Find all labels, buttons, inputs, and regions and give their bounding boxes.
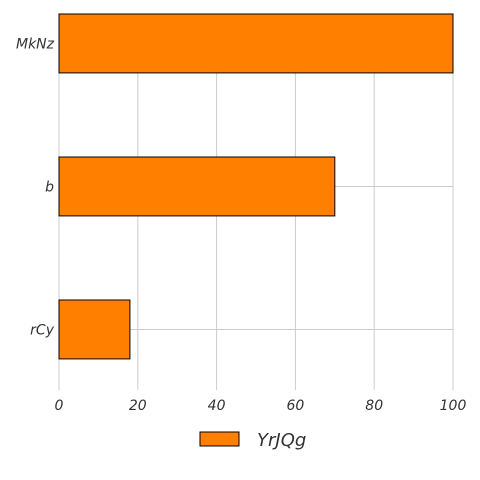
legend-swatch (199, 431, 240, 447)
x-tick-label: 40 (208, 398, 226, 414)
x-tick-labels: 0 20 40 60 80 100 (55, 398, 467, 414)
x-tick-label: 60 (286, 398, 304, 414)
y-tick-label: rCy (30, 322, 55, 338)
y-tick-label: b (45, 179, 54, 195)
bar-rCy (58, 299, 131, 360)
y-tick-label: MkNz (16, 36, 55, 52)
x-tick-label: 80 (365, 398, 383, 414)
bar-MkNz (58, 13, 454, 74)
bar-b (58, 156, 336, 217)
legend-label: YrJQg (257, 430, 306, 451)
legend: YrJQg (199, 430, 306, 451)
x-tick-label: 0 (55, 398, 64, 414)
x-tick-label: 20 (129, 398, 147, 414)
bars (58, 13, 454, 360)
x-tick-label: 100 (440, 398, 467, 414)
y-tick-labels: MkNz b rCy (16, 36, 55, 338)
